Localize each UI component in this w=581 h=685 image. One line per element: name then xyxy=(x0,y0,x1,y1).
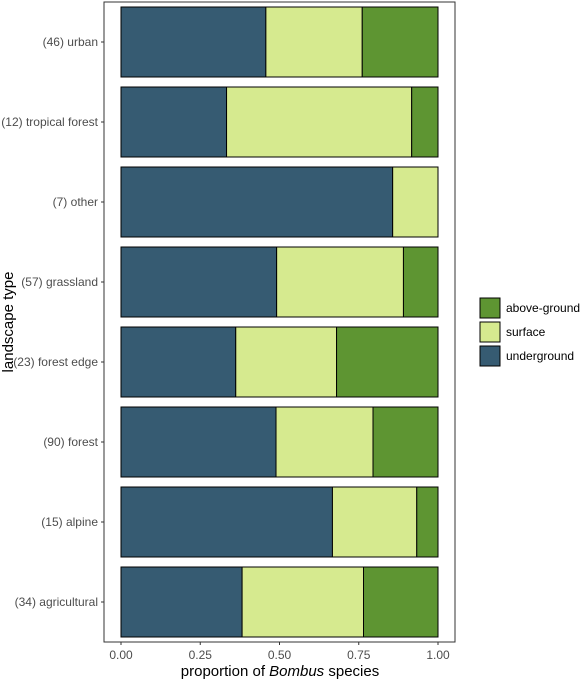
bar-segment-underground-7 xyxy=(120,486,333,558)
x-tick-label: 0.25 xyxy=(189,648,213,662)
y-axis-title: landscape type xyxy=(0,272,17,373)
legend-label-underground: underground xyxy=(506,349,574,363)
x-axis-title-part-2: Bombus xyxy=(269,663,325,680)
y-tick-label: (46) urban xyxy=(43,35,98,49)
x-tick-label: 1.00 xyxy=(426,648,450,662)
x-tick-label: 0.50 xyxy=(268,648,292,662)
bar-segment-underground-8 xyxy=(120,566,243,638)
legend-swatch-underground xyxy=(479,345,501,367)
bar-segment-underground-3 xyxy=(120,166,394,238)
bar-segment-surface-8 xyxy=(241,566,365,638)
y-axis: (46) urban (12) tropical forest (7) other (… xyxy=(1,35,104,609)
legend-swatch-above-ground xyxy=(479,297,501,319)
legend-label-above-ground: above-ground xyxy=(506,301,580,315)
x-tick-label: 0.75 xyxy=(347,648,371,662)
bar-segment-surface-2 xyxy=(226,86,413,158)
bar-segment-underground-4 xyxy=(120,246,278,318)
y-tick-label: (12) tropical forest xyxy=(1,115,98,129)
x-tick-label: 0.00 xyxy=(109,648,133,662)
legend-label-surface: surface xyxy=(506,325,546,339)
bar-segment-above-ground-6 xyxy=(372,406,439,478)
bar-segment-above-ground-5 xyxy=(336,326,439,398)
bar-segment-above-ground-2 xyxy=(411,86,439,158)
y-tick-label: (7) other xyxy=(53,195,98,209)
x-axis: 0.00 0.25 0.50 0.75 1.00 xyxy=(109,642,450,662)
x-axis-title-part-3: species xyxy=(324,663,379,680)
bar-segment-surface-1 xyxy=(265,6,363,78)
bars-group xyxy=(120,6,439,638)
x-axis-title: proportion of Bombus species xyxy=(181,663,379,680)
bar-segment-above-ground-4 xyxy=(402,246,439,318)
bar-segment-underground-1 xyxy=(120,6,267,78)
bar-segment-above-ground-1 xyxy=(361,6,439,78)
y-tick-label: (15) alpine xyxy=(41,515,98,529)
x-axis-title-part-1: proportion of xyxy=(181,663,269,680)
bar-segment-surface-7 xyxy=(331,486,418,558)
bar-segment-surface-4 xyxy=(276,246,404,318)
bar-segment-surface-5 xyxy=(235,326,338,398)
y-tick-label: (23) forest edge xyxy=(13,355,98,369)
bar-segment-above-ground-7 xyxy=(416,486,439,558)
y-tick-label: (34) agricultural xyxy=(15,595,98,609)
bar-segment-surface-6 xyxy=(275,406,374,478)
bar-segment-underground-5 xyxy=(120,326,237,398)
bar-segment-underground-6 xyxy=(120,406,277,478)
legend: above-ground surface underground xyxy=(479,297,580,367)
bar-segment-underground-2 xyxy=(120,86,228,158)
legend-swatch-surface xyxy=(479,321,501,343)
y-tick-label: (57) grassland xyxy=(21,275,98,289)
y-tick-label: (90) forest xyxy=(43,435,98,449)
bar-segment-above-ground-8 xyxy=(363,566,439,638)
bar-segment-surface-3 xyxy=(392,166,439,238)
